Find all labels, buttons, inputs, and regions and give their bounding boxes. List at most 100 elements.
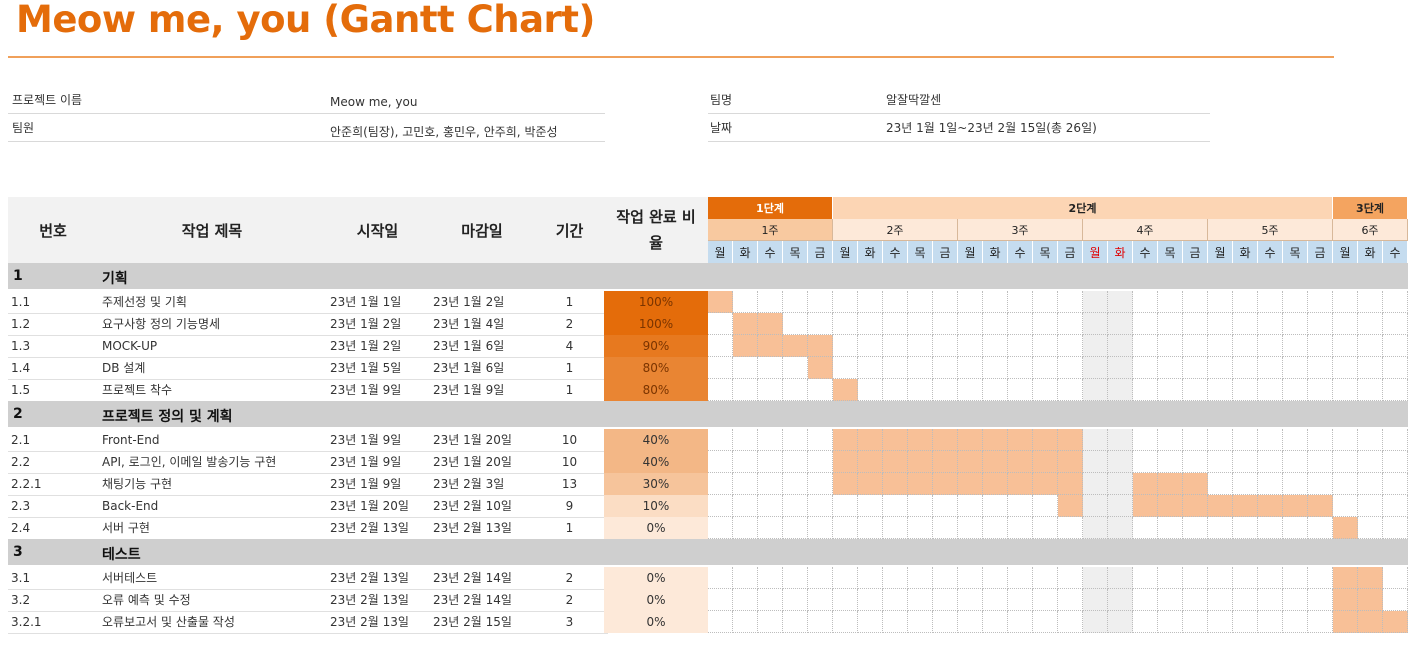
gantt-cell (758, 357, 783, 379)
gantt-cell (1033, 589, 1058, 611)
day-header: 화 (983, 241, 1008, 263)
gantt-cell (1208, 567, 1233, 589)
task-completion: 100% (604, 313, 708, 335)
gantt-cell (1058, 611, 1083, 633)
week-header: 5주 (1208, 219, 1333, 241)
gantt-cell (908, 567, 933, 589)
gantt-cell (1308, 589, 1333, 611)
gantt-cell (758, 589, 783, 611)
day-header: 금 (1183, 241, 1208, 263)
gantt-cell (1158, 589, 1183, 611)
task-start-date: 23년 2월 13일 (330, 571, 409, 585)
gantt-bar-cell (858, 451, 883, 473)
task-end-date: 23년 2월 3일 (433, 477, 505, 491)
gantt-cell (1083, 451, 1108, 473)
gantt-cell (1383, 379, 1408, 401)
gantt-cell (1108, 313, 1133, 335)
section-title: 기획 (102, 271, 128, 287)
gantt-bar-cell (1333, 611, 1358, 633)
gantt-cell (1083, 473, 1108, 495)
gantt-cell (1108, 567, 1133, 589)
gantt-cell (858, 611, 883, 633)
day-header: 목 (908, 241, 933, 263)
header-completion: 작업 완료 비율 (604, 197, 708, 263)
gantt-cell (1283, 589, 1308, 611)
gantt-cell (1233, 473, 1258, 495)
section-number: 3 (13, 544, 23, 560)
section-row (8, 401, 1408, 427)
gantt-cell (1183, 517, 1208, 539)
task-title: 요구사항 정의 기능명세 (102, 317, 221, 331)
row-divider (8, 633, 608, 634)
gantt-bar-cell (808, 357, 833, 379)
team-name-label: 팀명 (710, 93, 733, 107)
gantt-cell (983, 313, 1008, 335)
task-completion: 30% (604, 473, 708, 495)
gantt-cell (983, 495, 1008, 517)
gantt-cell (1258, 589, 1283, 611)
task-duration: 1 (565, 521, 574, 535)
task-title: 서버테스트 (102, 571, 158, 585)
gantt-cell (883, 517, 908, 539)
gantt-cell (808, 517, 833, 539)
gantt-bar-cell (908, 473, 933, 495)
gantt-cell (858, 589, 883, 611)
gantt-cell (808, 495, 833, 517)
task-duration: 3 (565, 615, 574, 629)
gantt-cell (983, 589, 1008, 611)
gantt-cell (1183, 611, 1208, 633)
gantt-cell (708, 451, 733, 473)
gantt-cell (908, 335, 933, 357)
gantt-cell (933, 517, 958, 539)
gantt-cell (1233, 517, 1258, 539)
day-header: 수 (1133, 241, 1158, 263)
gantt-cell (1083, 313, 1108, 335)
gantt-cell (1258, 611, 1283, 633)
gantt-cell (1308, 473, 1333, 495)
day-header: 목 (783, 241, 808, 263)
gantt-cell (808, 429, 833, 451)
task-end-date: 23년 1월 2일 (433, 295, 505, 309)
title-underline (8, 56, 1334, 58)
gantt-cell (1208, 429, 1233, 451)
gantt-cell (1283, 429, 1308, 451)
day-header: 금 (1308, 241, 1333, 263)
task-number: 3.2 (11, 593, 31, 607)
gantt-cell (1208, 451, 1233, 473)
task-end-date: 23년 1월 9일 (433, 383, 505, 397)
day-header: 목 (1283, 241, 1308, 263)
task-start-date: 23년 2월 13일 (330, 521, 409, 535)
gantt-cell (708, 335, 733, 357)
week-header: 6주 (1333, 219, 1408, 241)
gantt-bar-cell (1133, 495, 1158, 517)
task-title: 오류 예측 및 수정 (102, 593, 191, 607)
gantt-cell (1033, 313, 1058, 335)
gantt-cell (1158, 357, 1183, 379)
gantt-cell (1308, 429, 1333, 451)
gantt-cell (1358, 451, 1383, 473)
gantt-cell (1008, 379, 1033, 401)
gantt-cell (1008, 567, 1033, 589)
task-end-date: 23년 2월 13일 (433, 521, 512, 535)
gantt-cell (1083, 379, 1108, 401)
task-title: Front-End (102, 433, 160, 447)
gantt-cell (733, 611, 758, 633)
gantt-cell (1208, 313, 1233, 335)
header-duration: 기간 (535, 197, 604, 263)
gantt-cell (1358, 335, 1383, 357)
gantt-cell (1133, 611, 1158, 633)
gantt-cell (708, 517, 733, 539)
info-divider (708, 113, 1210, 114)
gantt-cell (783, 379, 808, 401)
gantt-cell (1108, 335, 1133, 357)
gantt-cell (1283, 313, 1308, 335)
task-end-date: 23년 1월 20일 (433, 433, 512, 447)
gantt-cell (783, 473, 808, 495)
gantt-cell (1008, 611, 1033, 633)
gantt-cell (1283, 291, 1308, 313)
gantt-bar-cell (1133, 473, 1158, 495)
phase-header: 2단계 (833, 197, 1333, 219)
gantt-cell (1208, 379, 1233, 401)
task-completion: 40% (604, 429, 708, 451)
gantt-cell (858, 357, 883, 379)
